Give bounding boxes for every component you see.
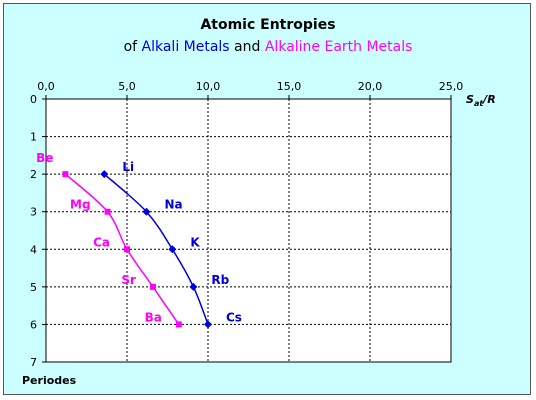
- y-tick-label: 3: [30, 206, 37, 219]
- x-tick-label: 20,0: [358, 80, 383, 93]
- data-point-be: [62, 171, 69, 178]
- point-label-li: Li: [122, 160, 134, 174]
- point-label-mg: Mg: [70, 198, 91, 212]
- point-label-na: Na: [164, 198, 182, 212]
- point-label-be: Be: [36, 151, 53, 165]
- x-tick-label: 25,0: [439, 80, 464, 93]
- point-label-ca: Ca: [93, 235, 110, 249]
- y-tick-label: 6: [30, 318, 37, 331]
- data-point-ca: [124, 246, 130, 253]
- point-label-ba: Ba: [145, 310, 162, 324]
- data-point-rb: [189, 282, 198, 291]
- subtitle-alkali: Alkali Metals: [142, 39, 230, 55]
- subtitle-middle: and: [230, 39, 265, 55]
- chart-title: Atomic Entropies: [200, 17, 335, 33]
- grid-lines: [46, 99, 451, 362]
- x-axis-label-tail: /R: [481, 93, 496, 106]
- chart-subtitle: of Alkali Metals and Alkaline Earth Meta…: [124, 39, 413, 55]
- y-tick-label: 1: [30, 131, 37, 144]
- point-label-sr: Sr: [121, 273, 136, 287]
- y-tick-label: 7: [30, 356, 37, 369]
- y-tick-label: 0: [30, 93, 37, 106]
- series-group: Li Na K Rb Cs Be Mg Ca Sr Ba: [36, 151, 242, 329]
- x-axis: 0,0 5,0 10,0 15,0 20,0 25,0: [37, 80, 463, 99]
- data-point-k: [168, 245, 177, 254]
- subtitle-prefix: of: [124, 39, 142, 55]
- data-point-na: [142, 207, 151, 216]
- x-tick-label: 15,0: [277, 80, 302, 93]
- x-axis-label: Sat/R: [466, 93, 496, 108]
- data-point-mg: [104, 208, 111, 215]
- data-point-cs: [204, 320, 212, 329]
- chart-frame: Atomic Entropies of Alkali Metals and Al…: [3, 3, 531, 395]
- y-axis-label: Periodes: [22, 374, 77, 387]
- x-axis-label-main: S: [466, 93, 474, 106]
- plot-area: [45, 98, 452, 363]
- point-label-k: K: [190, 235, 200, 249]
- subtitle-alkaline-earth: Alkaline Earth Metals: [265, 39, 413, 55]
- x-axis-label-sub: at: [474, 99, 484, 108]
- y-tick-label: 2: [30, 168, 37, 181]
- data-point-sr: [149, 283, 156, 290]
- y-axis: 0 1 2 3 4 5 6 7: [30, 93, 46, 369]
- x-tick-label: 10,0: [196, 80, 221, 93]
- x-tick-label: 0,0: [37, 80, 55, 93]
- x-tick-label: 5,0: [118, 80, 136, 93]
- point-label-rb: Rb: [211, 273, 229, 287]
- y-tick-label: 5: [30, 281, 37, 294]
- y-tick-label: 4: [30, 243, 37, 256]
- point-label-cs: Cs: [226, 310, 242, 324]
- entropy-chart: Atomic Entropies of Alkali Metals and Al…: [22, 17, 496, 387]
- data-point-li: [100, 170, 109, 179]
- data-point-ba: [175, 321, 182, 328]
